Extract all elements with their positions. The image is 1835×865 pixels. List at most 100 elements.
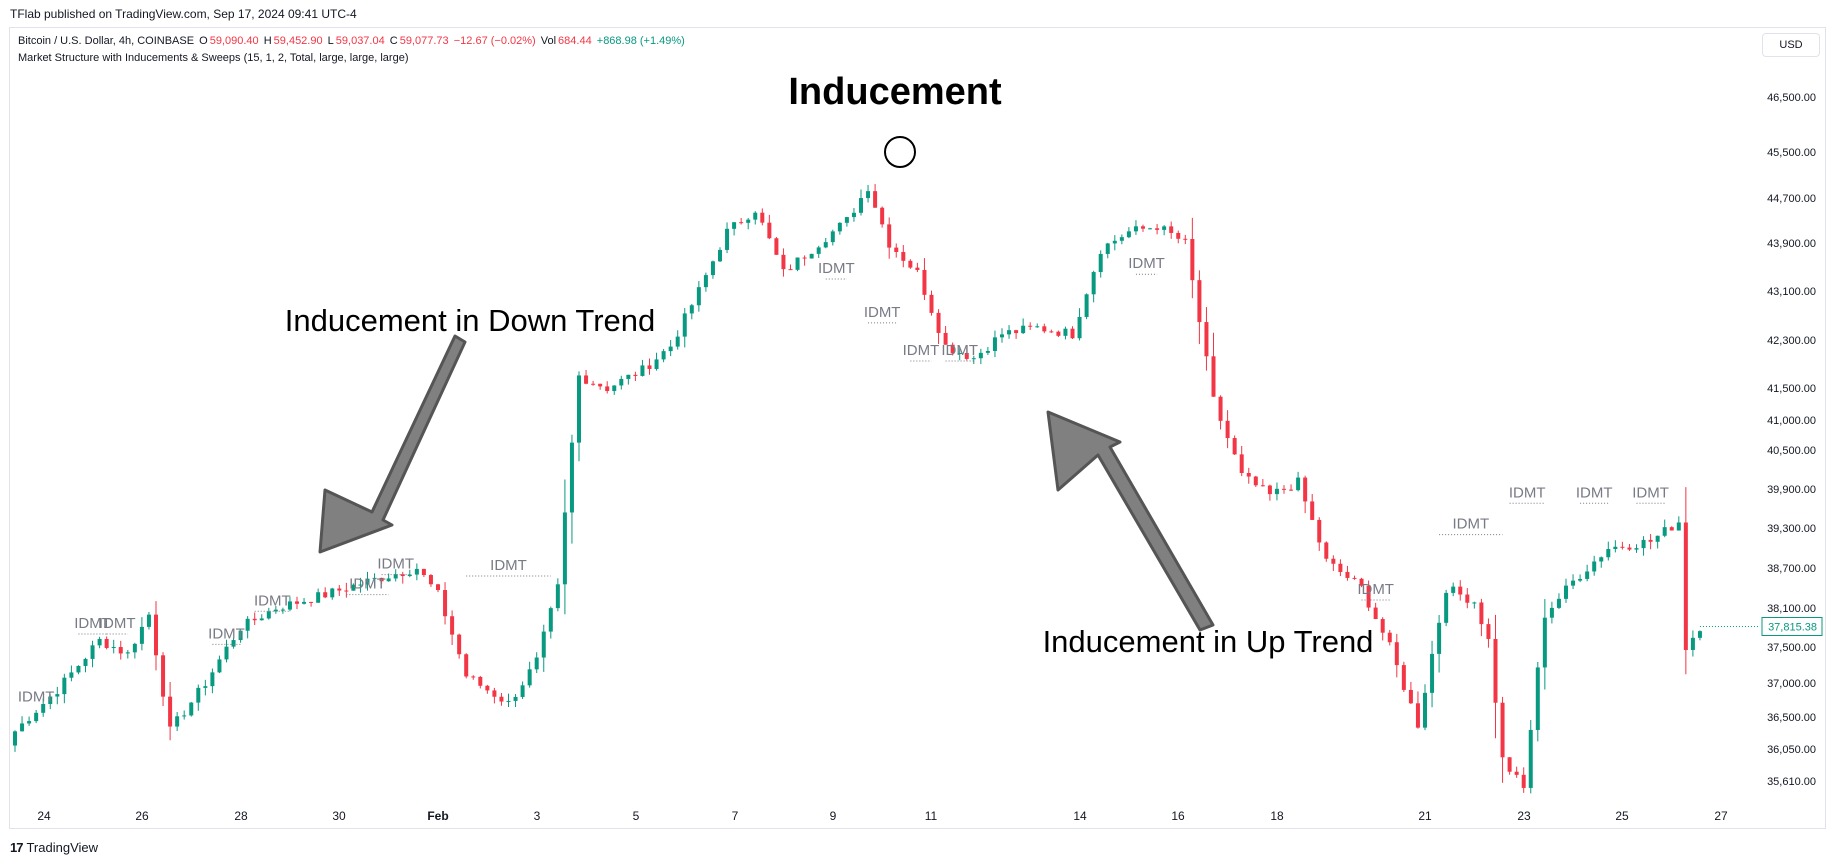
candle-body [154, 614, 158, 656]
candle-body [626, 374, 631, 379]
candle-body [1289, 489, 1294, 491]
candle-body [189, 702, 194, 716]
candle-body [591, 383, 596, 385]
candle-body [753, 212, 758, 220]
candle-body [1155, 228, 1160, 230]
idmt-label: IDMT [818, 260, 855, 277]
idmt-label: IDMT [903, 342, 940, 359]
candle-body [1465, 594, 1470, 603]
y-tick-label: 46,500.00 [1767, 92, 1816, 104]
candle-body [259, 618, 264, 621]
candle-body [1035, 326, 1040, 328]
candle-body [866, 191, 871, 199]
candle-body [929, 294, 934, 313]
candle-body [795, 257, 800, 270]
candle-body [83, 658, 88, 666]
candle-body [1282, 488, 1286, 490]
candle-body [358, 584, 363, 586]
candle-body [703, 275, 708, 288]
candle-body [1634, 548, 1639, 550]
candle-body [139, 626, 144, 644]
candle-body [718, 249, 722, 262]
candle-body [1007, 330, 1012, 335]
candle-body [20, 723, 25, 732]
volume-label: Vol [540, 35, 557, 47]
last-price-tag[interactable] [1761, 617, 1823, 637]
idmt-label: IDMT [1357, 581, 1394, 598]
candle-body [612, 385, 617, 392]
candle-body [1444, 592, 1449, 623]
y-tick-label: 41,000.00 [1767, 415, 1816, 427]
candle-body [654, 359, 659, 369]
candle-body [1211, 356, 1216, 397]
candle-body [1415, 703, 1420, 728]
candle-body [1458, 586, 1463, 595]
candle-body [1613, 546, 1618, 550]
candle-body [499, 696, 504, 702]
candle-body [421, 568, 426, 576]
candle-body [1267, 485, 1272, 495]
candle-body [1063, 328, 1068, 336]
chart-frame [9, 27, 1826, 829]
candle-body [372, 577, 377, 579]
volume-value: 684.44 [558, 35, 592, 47]
candle-body [1366, 585, 1371, 608]
candle-body [1218, 396, 1223, 421]
candle-body [844, 217, 849, 223]
candle-body [1098, 253, 1103, 273]
candle-body [1542, 617, 1547, 668]
high-label: H [263, 35, 272, 47]
open-value: 59,090.40 [209, 35, 259, 47]
candle-body [1183, 238, 1188, 240]
candle-body [252, 618, 257, 621]
candle-body [887, 224, 892, 248]
candle-body [1141, 226, 1145, 229]
candle-body [492, 690, 497, 697]
idmt-label: IDMT [377, 556, 414, 573]
candle-body [915, 267, 920, 270]
candle-body [238, 630, 243, 641]
candle-body [104, 638, 109, 648]
candle-body [1627, 547, 1632, 550]
candle-body [161, 655, 166, 697]
candle-body [1599, 557, 1604, 562]
indicator-legend[interactable]: Market Structure with Inducements & Swee… [18, 52, 409, 64]
candle-body [217, 659, 222, 673]
y-tick-label: 39,300.00 [1767, 523, 1816, 535]
candle-body [1253, 476, 1258, 486]
close-label: C [389, 35, 398, 47]
candle-body [1176, 232, 1181, 239]
y-tick-label: 37,500.00 [1767, 642, 1816, 654]
candle-body [1000, 334, 1004, 338]
y-tick-label: 39,900.00 [1767, 484, 1816, 496]
y-tick-label: 36,500.00 [1767, 712, 1816, 724]
footer-branding[interactable]: 17 TradingView [10, 840, 98, 855]
candle-body [513, 696, 518, 701]
candle-body [1655, 535, 1660, 542]
idmt-label: IDMT [1452, 516, 1489, 533]
y-tick-label: 43,100.00 [1767, 286, 1816, 298]
currency-button[interactable]: USD [1762, 33, 1820, 57]
y-tick-label: 37,000.00 [1767, 678, 1816, 690]
candle-body [1683, 522, 1688, 650]
candle-body [485, 685, 490, 691]
candle-body [132, 643, 137, 653]
candle-body [471, 676, 476, 678]
candle-body [1521, 774, 1526, 788]
candle-body [1394, 642, 1399, 666]
candle-body [555, 584, 560, 609]
candle-body [1592, 561, 1597, 572]
candle-body [569, 442, 574, 513]
candle-body [541, 631, 546, 658]
candle-body [295, 601, 299, 604]
x-tick-label: 11 [925, 809, 938, 823]
candle-body [809, 253, 814, 259]
candle-body [732, 222, 737, 229]
open-label: O [199, 35, 208, 47]
x-tick-label: Feb [427, 809, 448, 823]
x-tick-label: 3 [534, 809, 541, 823]
candle-body [210, 672, 215, 687]
candle-body [577, 375, 581, 443]
candle-body [287, 601, 292, 610]
